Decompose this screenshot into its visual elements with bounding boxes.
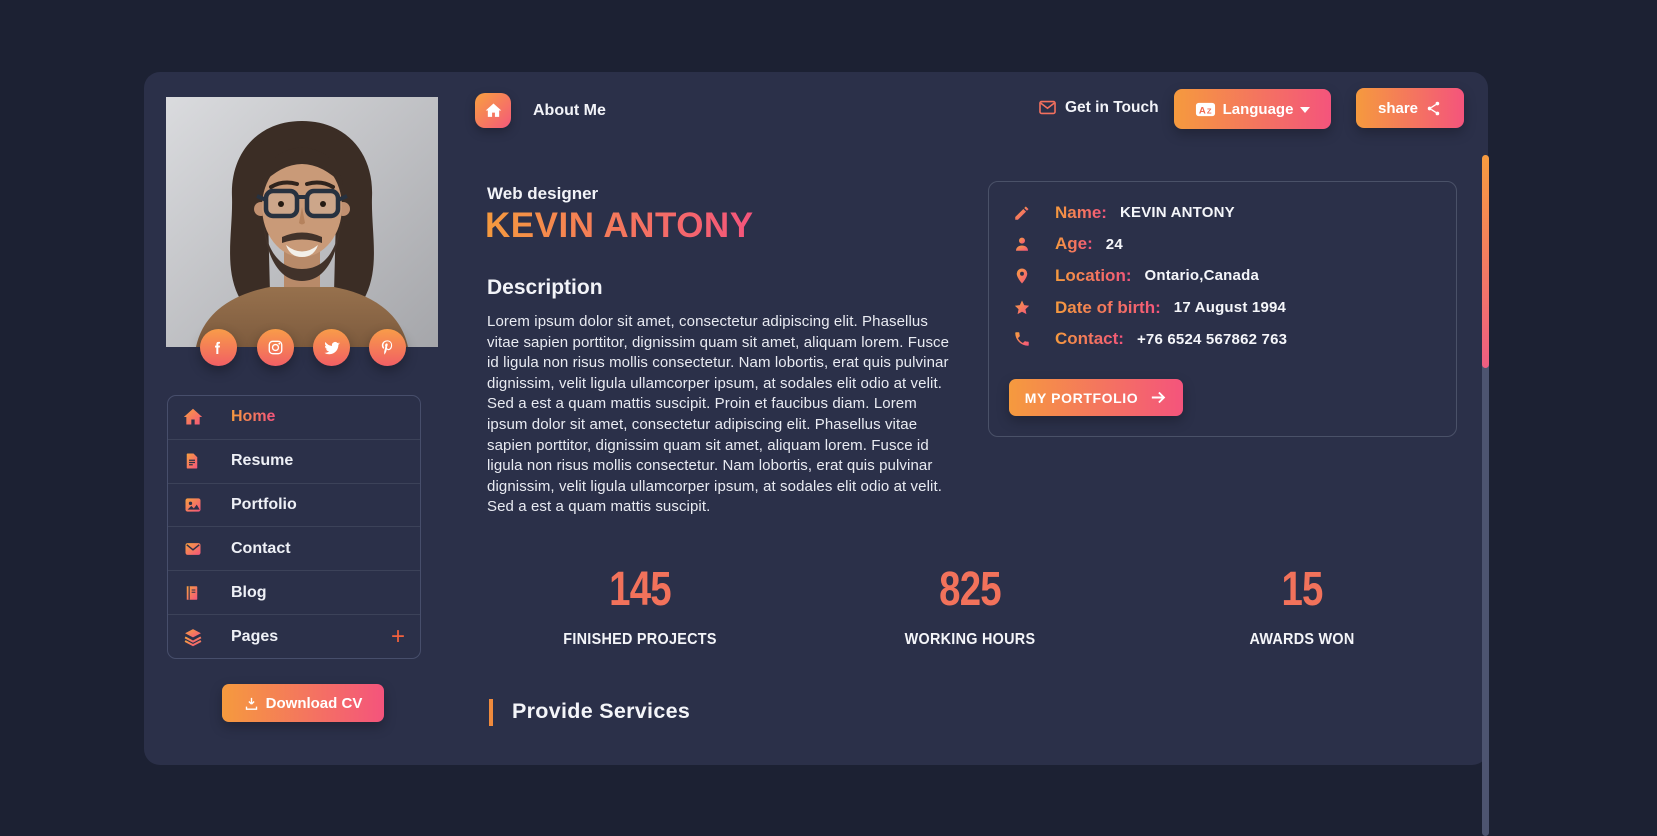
home-button[interactable] (475, 93, 511, 128)
info-row-age: Age: 24 (1013, 229, 1456, 261)
sidebar-item-blog[interactable]: Blog (168, 570, 420, 614)
arrow-right-icon (1150, 390, 1167, 405)
info-label: Age: (1055, 234, 1093, 254)
stat-value: 15 (1281, 563, 1323, 616)
sidebar-nav: Home Resume Portfolio Contact Blog (167, 395, 421, 659)
page-title: About Me (533, 102, 606, 119)
user-icon (1013, 234, 1033, 254)
info-value: KEVIN ANTONY (1119, 204, 1235, 222)
personal-info-card: Name: KEVIN ANTONY Age: 24 Location: Ont… (988, 181, 1457, 437)
svg-text:Z: Z (1207, 106, 1212, 115)
info-row-name: Name: KEVIN ANTONY (1013, 197, 1456, 229)
share-button[interactable]: share (1356, 88, 1464, 128)
get-in-touch-link[interactable]: Get in Touch (1038, 98, 1159, 117)
info-row-dob: Date of birth: 17 August 1994 (1013, 292, 1456, 324)
resume-icon (183, 451, 203, 471)
download-icon (244, 696, 259, 711)
role-subtitle: Web designer (487, 184, 599, 203)
sidebar-item-resume[interactable]: Resume (168, 438, 420, 483)
twitter-icon (323, 339, 340, 356)
info-value: +76 6524 567862 763 (1136, 330, 1288, 348)
home-icon (183, 407, 203, 427)
get-in-touch-label: Get in Touch (1065, 98, 1159, 116)
sidebar-item-label: Blog (231, 583, 267, 601)
facebook-button[interactable] (200, 329, 237, 366)
info-label: Contact: (1055, 329, 1124, 349)
description-text: Lorem ipsum dolor sit amet, consectetur … (487, 313, 950, 516)
stat-value: 825 (939, 563, 1001, 616)
sidebar-item-label: Pages (231, 627, 279, 645)
info-value: 17 August 1994 (1173, 299, 1287, 317)
svg-text:A: A (1198, 105, 1205, 116)
blog-icon (183, 583, 203, 603)
info-row-contact: Contact: +76 6524 567862 763 (1013, 323, 1456, 355)
info-label: Location: (1055, 265, 1132, 285)
share-icon (1425, 100, 1442, 117)
info-label: Name: (1055, 202, 1107, 222)
instagram-icon (267, 339, 284, 356)
expand-plus-icon[interactable]: + (390, 622, 405, 650)
sidebar-item-home[interactable]: Home (168, 396, 420, 439)
portfolio-icon (183, 495, 203, 515)
pinterest-icon (379, 339, 396, 356)
scrollbar-thumb[interactable] (1482, 155, 1489, 368)
sidebar-item-label: Resume (231, 452, 294, 470)
share-label: share (1377, 99, 1419, 117)
home-icon (485, 102, 502, 119)
pinterest-button[interactable] (369, 329, 406, 366)
sidebar-item-contact[interactable]: Contact (168, 526, 420, 570)
info-row-location: Location: Ontario,Canada (1013, 260, 1456, 292)
sidebar-item-label: Home (231, 408, 276, 426)
language-label: Language (1222, 100, 1294, 118)
star-icon (1013, 298, 1033, 318)
sidebar-item-label: Portfolio (231, 496, 297, 514)
phone-icon (1013, 329, 1033, 349)
stat-label: WORKING HOURS (904, 631, 1036, 648)
download-cv-label: Download CV (265, 694, 363, 712)
sidebar-item-label: Contact (231, 539, 291, 557)
stat-value: 145 (609, 563, 671, 616)
info-label: Date of birth: (1055, 297, 1161, 317)
facebook-icon (211, 340, 227, 356)
contact-icon (183, 539, 203, 559)
section-accent-bar (489, 699, 493, 726)
stat-finished-projects: 145 FINISHED PROJECTS (520, 562, 760, 649)
twitter-button[interactable] (313, 329, 350, 366)
sidebar-item-pages[interactable]: Pages + (168, 614, 420, 658)
pages-icon (183, 627, 203, 647)
stat-awards-won: 15 AWARDS WON (1182, 562, 1422, 649)
my-portfolio-label: MY PORTFOLIO (1024, 389, 1139, 406)
stat-label: FINISHED PROJECTS (563, 631, 717, 648)
stat-working-hours: 825 WORKING HOURS (850, 562, 1090, 649)
envelope-icon (1038, 98, 1057, 117)
info-value: Ontario,Canada (1144, 267, 1259, 285)
services-heading: Provide Services (512, 699, 691, 723)
person-name: KEVIN ANTONY (485, 206, 754, 245)
chevron-down-icon (1300, 107, 1311, 113)
location-icon (1013, 266, 1033, 286)
description-heading: Description (487, 276, 603, 299)
pencil-icon (1013, 203, 1033, 223)
instagram-button[interactable] (257, 329, 294, 366)
download-cv-button[interactable]: Download CV (222, 684, 384, 722)
stat-label: AWARDS WON (1249, 631, 1355, 648)
scrollbar-track (1482, 155, 1489, 836)
my-portfolio-button[interactable]: MY PORTFOLIO (1009, 379, 1183, 416)
sidebar-item-portfolio[interactable]: Portfolio (168, 482, 420, 527)
info-value: 24 (1105, 235, 1123, 253)
profile-photo (166, 97, 438, 347)
